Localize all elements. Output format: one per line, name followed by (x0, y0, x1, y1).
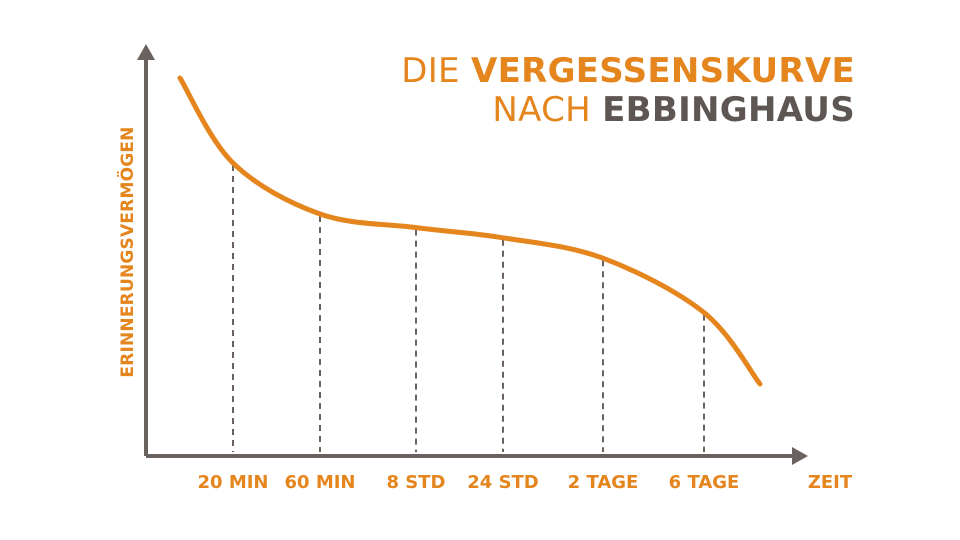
y-axis-arrow-icon (137, 44, 155, 60)
chart-title: DIE VERGESSENSKURVE NACH EBBINGHAUS (401, 51, 855, 130)
title-line-1-plain: DIE (401, 51, 471, 91)
y-axis-label: ERINNERUNGSVERMÖGEN (118, 126, 138, 378)
x-tick-label: 8 STD (387, 472, 446, 493)
title-line-2-plain: NACH (492, 90, 603, 131)
x-axis-label: ZEIT (808, 472, 853, 493)
title-line-1: DIE VERGESSENSKURVE (401, 51, 855, 91)
x-tick-label: 2 TAGE (568, 472, 639, 493)
x-tick-label: 6 TAGE (669, 472, 740, 493)
forgetting-curve-line (177, 75, 763, 387)
title-line-2: NACH EBBINGHAUS (401, 91, 855, 130)
x-tick-label: 24 STD (467, 472, 539, 493)
x-axis-arrow-icon (792, 447, 808, 465)
title-line-1-bold: VERGESSENSKURVE (470, 51, 855, 91)
x-tick-label: 20 MIN (198, 472, 269, 493)
x-tick-label: 60 MIN (285, 472, 356, 493)
title-line-2-bold: EBBINGHAUS (602, 90, 855, 131)
